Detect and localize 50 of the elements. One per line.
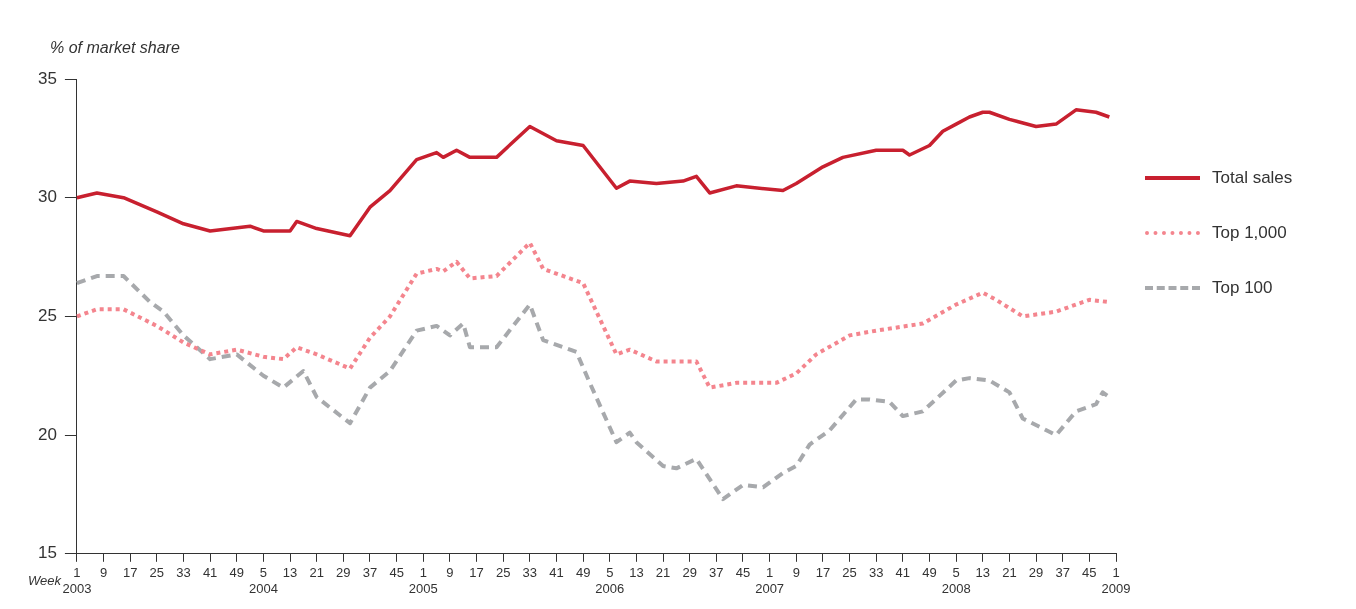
x-tick-label: 41 <box>895 565 911 581</box>
legend-label: Top 1,000 <box>1212 222 1287 243</box>
x-tick-label: 17 <box>469 565 484 581</box>
x-tick-label: 5 2004 <box>248 565 278 596</box>
x-tick-label: 29 <box>336 565 351 581</box>
y-tick-label: 30 <box>37 187 57 207</box>
x-tick-label: 21 <box>1002 565 1017 581</box>
x-tick-label: 49 <box>575 565 591 581</box>
x-tick-label: 25 <box>495 565 511 581</box>
x-tick-label: 33 <box>868 565 884 581</box>
legend-label: Top 100 <box>1212 277 1273 298</box>
x-tick-label: 9 <box>446 565 454 581</box>
x-tick-label: 49 <box>922 565 937 581</box>
x-tick-label: 29 <box>1028 565 1044 581</box>
x-tick-label: 33 <box>176 565 191 581</box>
x-tick-label: 5 2006 <box>595 565 625 596</box>
x-tick-label: 13 <box>975 565 991 581</box>
y-tick-label: 35 <box>37 68 57 88</box>
x-tick-label: 17 <box>122 565 138 581</box>
x-tick-label: 37 <box>1055 565 1070 581</box>
y-axis-title: % of market share <box>50 39 180 57</box>
x-tick-label: 21 <box>309 565 324 581</box>
y-tick-label: 25 <box>37 306 57 326</box>
x-tick-label: 21 <box>655 565 671 581</box>
x-tick-label: 37 <box>362 565 378 581</box>
x-tick-label: 45 <box>1082 565 1097 581</box>
x-tick-label: 1 2005 <box>408 565 438 596</box>
x-tick-label: 25 <box>842 565 857 581</box>
x-tick-label: 45 <box>389 565 404 581</box>
x-tick-label: 45 <box>735 565 751 581</box>
x-axis-title: Week <box>27 572 63 588</box>
x-tick-label: 37 <box>709 565 724 581</box>
x-tick-label: 1 2009 <box>1101 565 1131 596</box>
x-tick-label: 13 <box>629 565 644 581</box>
y-tick-label: 15 <box>37 543 57 563</box>
x-tick-label: 5 2008 <box>941 565 971 596</box>
y-tick-label: 20 <box>37 424 57 444</box>
x-tick-label: 41 <box>549 565 564 581</box>
x-tick-label: 13 <box>282 565 298 581</box>
x-tick-label: 1 2003 <box>62 565 92 596</box>
x-tick-label: 9 <box>792 565 800 581</box>
x-tick-label: 33 <box>522 565 538 581</box>
x-tick-label: 41 <box>202 565 218 581</box>
x-tick-label: 17 <box>815 565 831 581</box>
legend-label: Total sales <box>1212 167 1293 188</box>
x-tick-label: 25 <box>149 565 165 581</box>
x-tick-label: 1 2007 <box>755 565 785 596</box>
x-tick-label: 9 <box>99 565 108 581</box>
x-tick-label: 49 <box>229 565 244 581</box>
x-tick-label: 29 <box>682 565 697 581</box>
